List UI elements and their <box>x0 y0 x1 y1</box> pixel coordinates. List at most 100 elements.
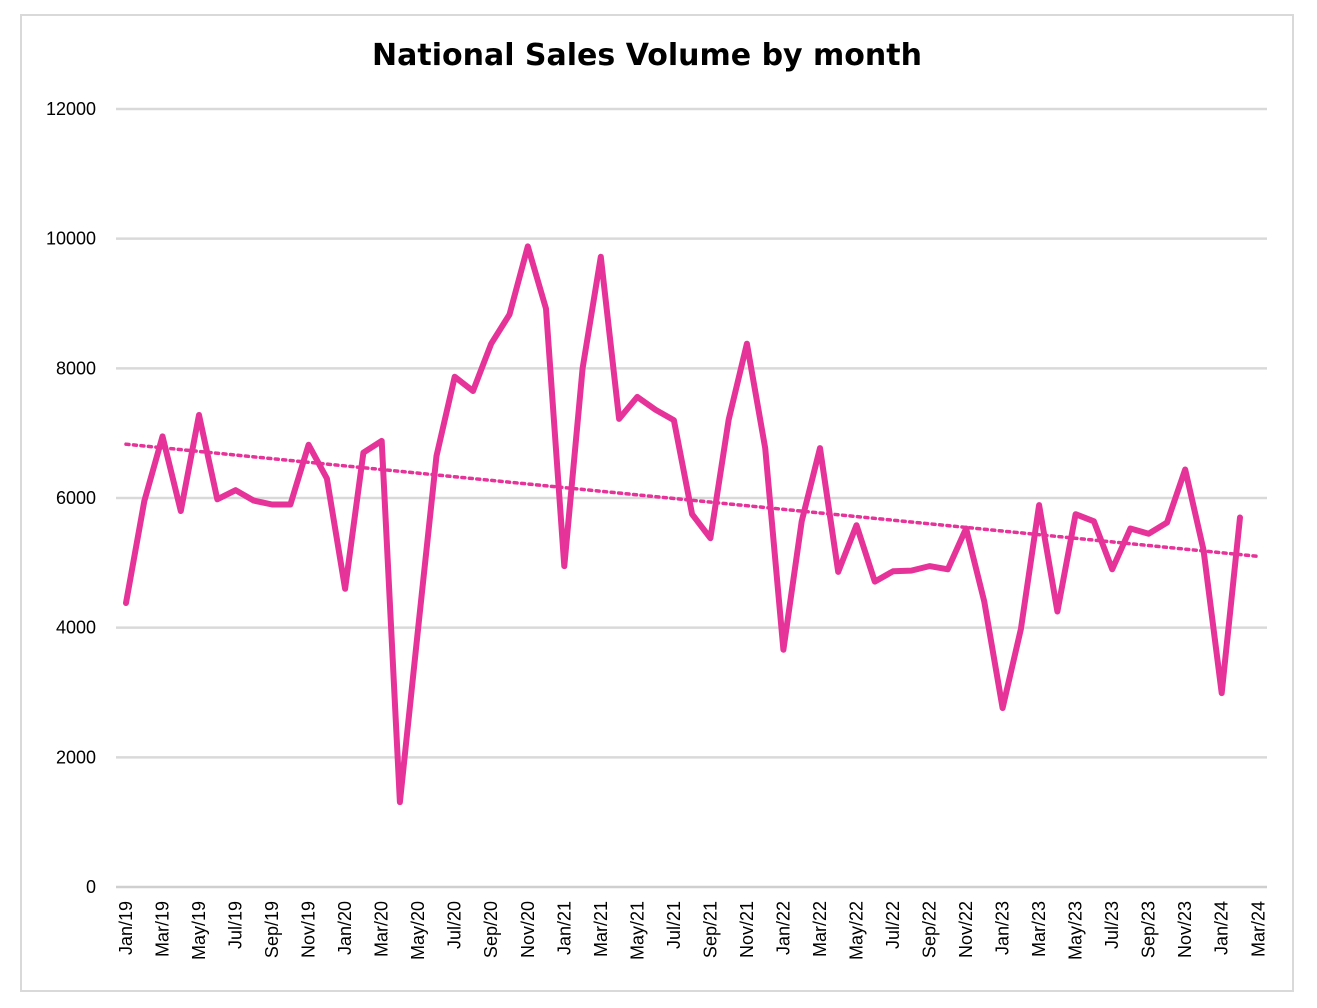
data-point <box>872 579 878 585</box>
data-point <box>945 566 951 572</box>
x-tick-label: Sep/23 <box>1139 901 1159 958</box>
x-tick-label: Jul/21 <box>664 901 684 949</box>
data-point <box>853 522 859 528</box>
x-tick-label: Jul/23 <box>1102 901 1122 949</box>
data-point <box>762 445 768 451</box>
data-point <box>561 563 567 569</box>
data-point <box>433 453 439 459</box>
gridlines <box>116 107 1267 889</box>
data-point <box>835 569 841 575</box>
x-tick-label: Nov/21 <box>737 901 757 958</box>
x-tick-label: Jan/23 <box>993 901 1013 955</box>
data-point <box>1018 626 1024 632</box>
x-tick-label: Sep/19 <box>262 901 282 958</box>
y-tick-label: 8000 <box>56 358 96 378</box>
x-tick-label: Sep/20 <box>481 901 501 958</box>
x-tick-label: Mar/21 <box>591 901 611 957</box>
x-tick-label: May/19 <box>189 901 209 960</box>
x-tick-label: Jul/19 <box>226 901 246 949</box>
data-point <box>287 501 293 507</box>
data-point <box>379 438 385 444</box>
data-point <box>141 498 147 504</box>
x-tick-label: Sep/22 <box>920 901 940 958</box>
data-point <box>744 341 750 347</box>
data-point <box>507 312 513 318</box>
data-point <box>488 341 494 347</box>
chart-frame <box>20 14 1294 992</box>
data-point <box>1146 531 1152 537</box>
data-point <box>123 600 129 606</box>
x-tick-label: Jan/19 <box>116 901 136 955</box>
x-tick-label: Nov/22 <box>956 901 976 958</box>
series-group <box>123 243 1260 806</box>
data-point <box>1000 705 1006 711</box>
data-point <box>397 799 403 805</box>
x-tick-label: Nov/23 <box>1175 901 1195 958</box>
data-point <box>890 568 896 574</box>
data-point <box>653 407 659 413</box>
x-tick-label: Jul/20 <box>445 901 465 949</box>
data-point <box>799 518 805 524</box>
series-line-sales-volume <box>123 243 1243 806</box>
data-point <box>543 306 549 312</box>
x-tick-label: May/21 <box>627 901 647 960</box>
x-tick-label: Nov/19 <box>299 901 319 958</box>
data-point <box>360 450 366 456</box>
data-point <box>306 442 312 448</box>
data-point <box>1109 566 1115 572</box>
data-point <box>196 412 202 418</box>
data-point <box>1219 690 1225 696</box>
x-tick-label: May/22 <box>846 901 866 960</box>
x-tick-label: Jan/22 <box>773 901 793 955</box>
data-point <box>616 416 622 422</box>
data-point <box>178 508 184 514</box>
x-tick-label: Jan/24 <box>1212 901 1232 955</box>
x-tick-label: Jul/22 <box>883 901 903 949</box>
data-point <box>251 498 257 504</box>
data-point <box>1036 502 1042 508</box>
data-point <box>233 487 239 493</box>
data-point <box>598 254 604 260</box>
y-tick-label: 10000 <box>46 229 96 249</box>
data-point <box>470 388 476 394</box>
data-point <box>415 625 421 631</box>
x-tick-label: May/23 <box>1066 901 1086 960</box>
x-tick-label: Sep/21 <box>700 901 720 958</box>
y-tick-label: 2000 <box>56 747 96 767</box>
data-point <box>780 647 786 653</box>
data-point <box>927 563 933 569</box>
x-tick-label: Mar/20 <box>372 901 392 957</box>
x-tick-label: Mar/19 <box>153 901 173 957</box>
data-point <box>963 525 969 531</box>
data-point <box>324 476 330 482</box>
x-tick-label: Jan/20 <box>335 901 355 955</box>
data-point <box>342 586 348 592</box>
data-point <box>1200 547 1206 553</box>
data-point <box>707 535 713 541</box>
data-point <box>817 445 823 451</box>
y-tick-label: 0 <box>86 877 96 897</box>
data-point <box>452 374 458 380</box>
x-axis-tick-labels: Jan/19 Mar/19 May/19 Jul/19 Sep/19 Nov/19 Jan/… <box>116 901 1268 960</box>
x-tick-label: May/20 <box>408 901 428 960</box>
x-tick-label: Mar/22 <box>810 901 830 957</box>
data-point <box>1237 514 1243 520</box>
data-point <box>1182 466 1188 472</box>
data-point <box>634 394 640 400</box>
y-tick-label: 6000 <box>56 488 96 508</box>
data-point <box>671 417 677 423</box>
data-point <box>525 243 531 249</box>
x-tick-label: Mar/23 <box>1029 901 1049 957</box>
data-point <box>160 433 166 439</box>
data-point <box>1091 518 1097 524</box>
data-point <box>1164 520 1170 526</box>
data-point <box>726 417 732 423</box>
data-point <box>1127 525 1133 531</box>
x-tick-label: Mar/24 <box>1248 901 1268 957</box>
data-point <box>981 599 987 605</box>
y-axis-tick-labels: 0 2000 4000 6000 8000 10000 12000 <box>46 99 96 897</box>
chart-title: National Sales Volume by month <box>372 38 922 73</box>
data-point <box>214 496 220 502</box>
data-point <box>269 501 275 507</box>
